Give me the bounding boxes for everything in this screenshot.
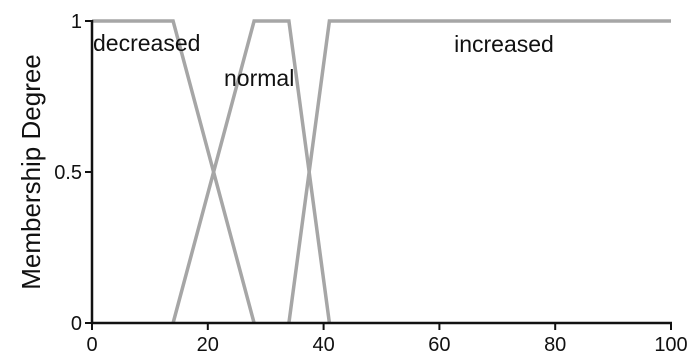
y-tick-label: 0 <box>71 313 82 335</box>
series-line-increased <box>287 19 671 324</box>
x-tick-label: 100 <box>654 334 687 356</box>
axes-layer <box>85 20 672 330</box>
series-line-decreased <box>92 19 256 324</box>
series-layer <box>92 19 671 324</box>
x-tick-label: 80 <box>544 334 566 356</box>
y-axis-title: Membership Degree <box>16 54 46 290</box>
x-tick-label: 20 <box>197 334 219 356</box>
x-tick-label: 0 <box>86 334 97 356</box>
x-tick-label: 60 <box>428 334 450 356</box>
y-tick-label: 1 <box>71 11 82 33</box>
x-tick-label: 40 <box>312 334 334 356</box>
series-label-normal: normal <box>224 65 294 91</box>
labels-layer: 0 20 40 60 80 100 0 0.5 1 decreased normal increase… <box>54 11 687 356</box>
series-label-decreased: decreased <box>93 30 200 56</box>
series-label-increased: increased <box>454 31 554 57</box>
y-tick-label: 0.5 <box>54 162 82 184</box>
